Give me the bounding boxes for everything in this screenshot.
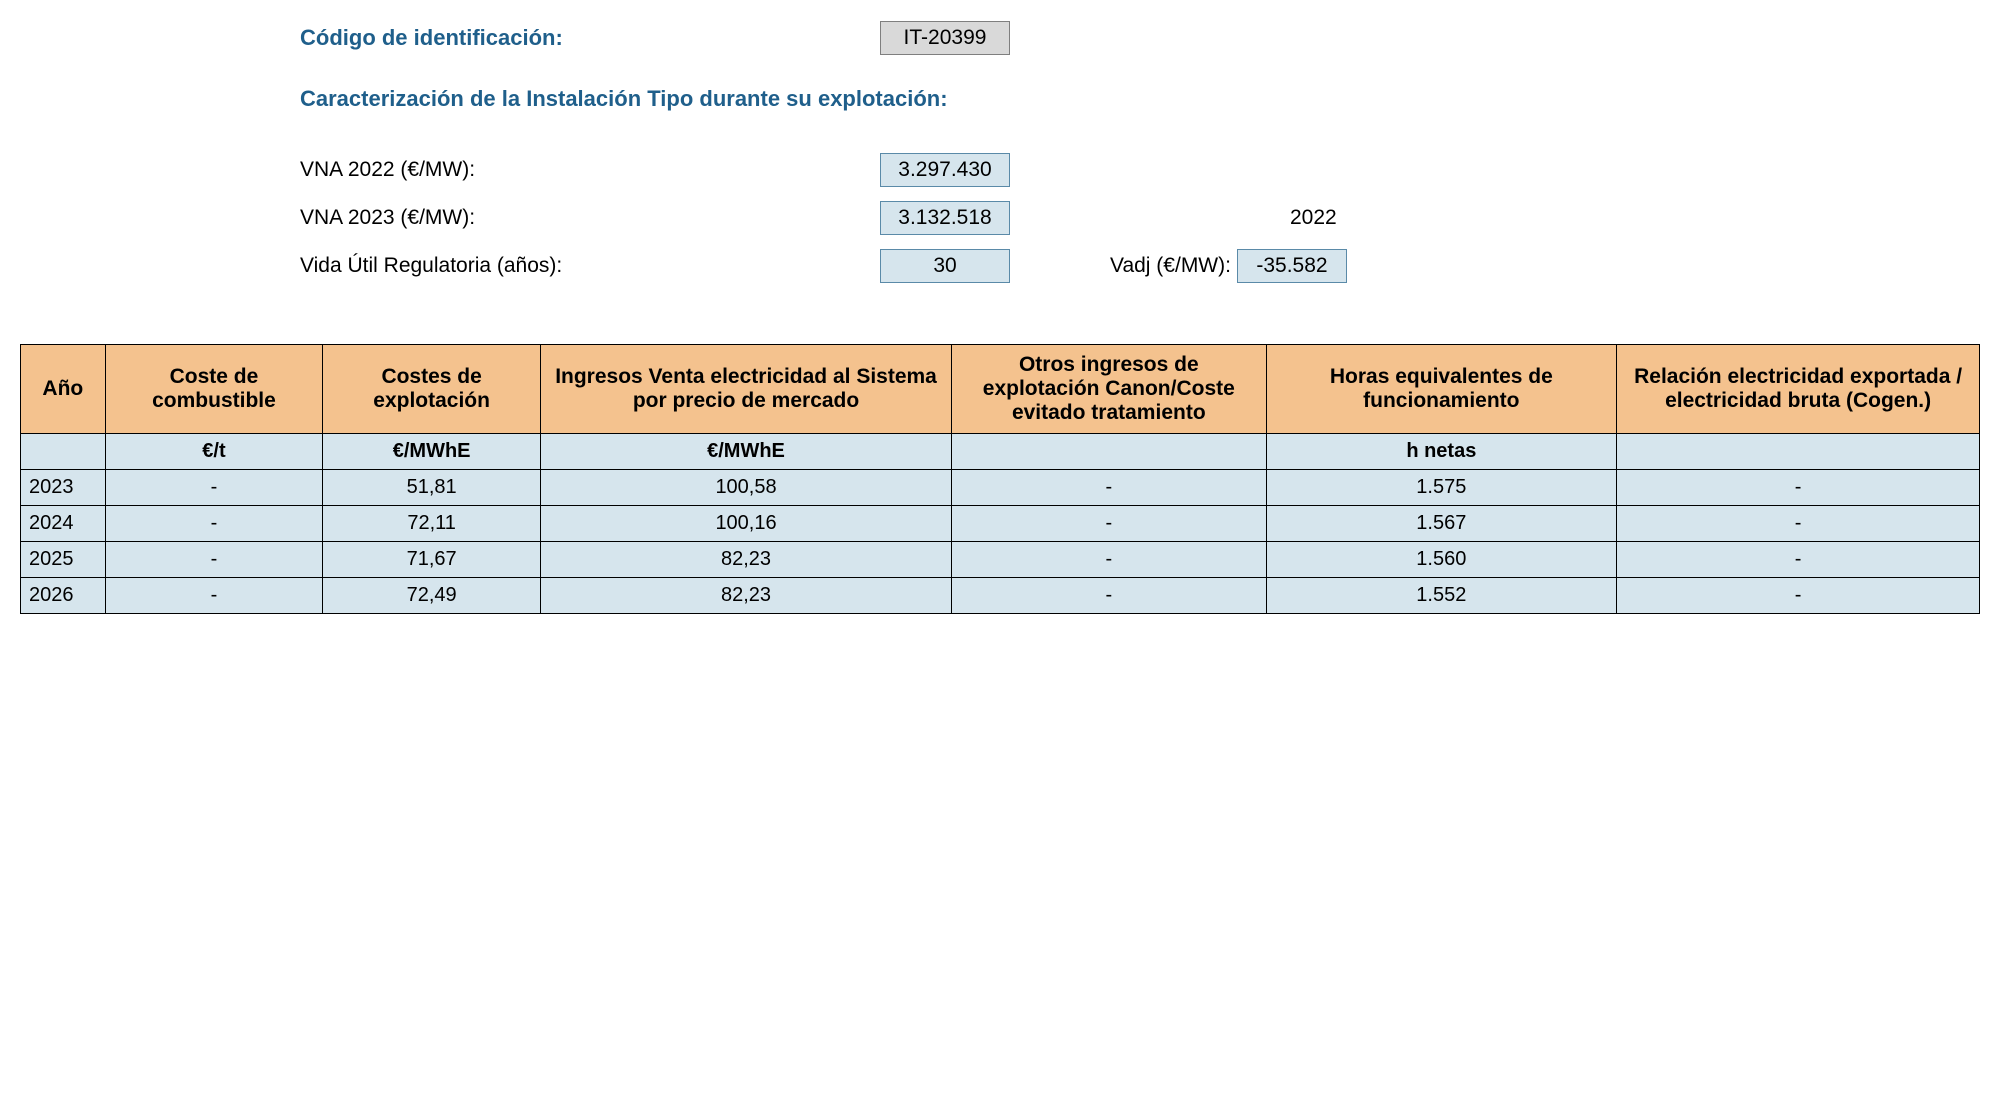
vida-util-value: 30 bbox=[880, 249, 1010, 283]
vadj-label: Vadj (€/MW): bbox=[1110, 254, 1231, 278]
cell-otros: - bbox=[952, 506, 1266, 542]
document-container: Código de identificación: IT-20399 Carac… bbox=[20, 20, 1980, 614]
year-ref: 2022 bbox=[1290, 206, 1337, 230]
cell-combustible: - bbox=[105, 470, 323, 506]
unit-ingresos: €/MWhE bbox=[540, 434, 951, 470]
header-section: Código de identificación: IT-20399 Carac… bbox=[20, 20, 1980, 284]
col-header-combustible: Coste de combustible bbox=[105, 345, 323, 434]
codigo-label: Código de identificación: bbox=[300, 25, 880, 51]
table-units-row: €/t €/MWhE €/MWhE h netas bbox=[21, 434, 1980, 470]
cell-ingresos: 100,16 bbox=[540, 506, 951, 542]
vadj-section: Vadj (€/MW): -35.582 bbox=[1110, 249, 1347, 283]
data-table: Año Coste de combustible Costes de explo… bbox=[20, 344, 1980, 614]
unit-horas: h netas bbox=[1266, 434, 1617, 470]
table-row: 2023 - 51,81 100,58 - 1.575 - bbox=[21, 470, 1980, 506]
unit-otros bbox=[952, 434, 1266, 470]
vna2022-value: 3.297.430 bbox=[880, 153, 1010, 187]
col-header-ano: Año bbox=[21, 345, 106, 434]
cell-ingresos: 82,23 bbox=[540, 542, 951, 578]
cell-ano: 2025 bbox=[21, 542, 106, 578]
vna2022-row: VNA 2022 (€/MW): 3.297.430 bbox=[300, 152, 1980, 188]
cell-ingresos: 100,58 bbox=[540, 470, 951, 506]
unit-relacion bbox=[1617, 434, 1980, 470]
table-header-row: Año Coste de combustible Costes de explo… bbox=[21, 345, 1980, 434]
col-header-relacion: Relación electricidad exportada / electr… bbox=[1617, 345, 1980, 434]
col-header-ingresos: Ingresos Venta electricidad al Sistema p… bbox=[540, 345, 951, 434]
caracterizacion-title: Caracterización de la Instalación Tipo d… bbox=[300, 86, 1980, 112]
table-header: Año Coste de combustible Costes de explo… bbox=[21, 345, 1980, 434]
cell-combustible: - bbox=[105, 542, 323, 578]
cell-otros: - bbox=[952, 470, 1266, 506]
cell-combustible: - bbox=[105, 578, 323, 614]
vadj-value: -35.582 bbox=[1237, 249, 1347, 283]
cell-combustible: - bbox=[105, 506, 323, 542]
cell-otros: - bbox=[952, 578, 1266, 614]
col-header-horas: Horas equivalentes de funcionamiento bbox=[1266, 345, 1617, 434]
cell-explotacion: 51,81 bbox=[323, 470, 541, 506]
table-row: 2025 - 71,67 82,23 - 1.560 - bbox=[21, 542, 1980, 578]
cell-horas: 1.552 bbox=[1266, 578, 1617, 614]
cell-ano: 2026 bbox=[21, 578, 106, 614]
cell-relacion: - bbox=[1617, 506, 1980, 542]
cell-horas: 1.567 bbox=[1266, 506, 1617, 542]
cell-ingresos: 82,23 bbox=[540, 578, 951, 614]
vida-util-label: Vida Útil Regulatoria (años): bbox=[300, 254, 880, 278]
cell-explotacion: 71,67 bbox=[323, 542, 541, 578]
col-header-otros: Otros ingresos de explotación Canon/Cost… bbox=[952, 345, 1266, 434]
col-header-explotacion: Costes de explotación bbox=[323, 345, 541, 434]
cell-explotacion: 72,11 bbox=[323, 506, 541, 542]
table-body: €/t €/MWhE €/MWhE h netas 2023 - 51,81 1… bbox=[21, 434, 1980, 614]
table-row: 2024 - 72,11 100,16 - 1.567 - bbox=[21, 506, 1980, 542]
unit-ano bbox=[21, 434, 106, 470]
vna2023-row: VNA 2023 (€/MW): 3.132.518 2022 bbox=[300, 200, 1980, 236]
cell-otros: - bbox=[952, 542, 1266, 578]
unit-combustible: €/t bbox=[105, 434, 323, 470]
cell-relacion: - bbox=[1617, 578, 1980, 614]
vida-util-row: Vida Útil Regulatoria (años): 30 Vadj (€… bbox=[300, 248, 1980, 284]
codigo-row: Código de identificación: IT-20399 bbox=[300, 20, 1980, 56]
codigo-value-box: IT-20399 bbox=[880, 21, 1010, 55]
cell-horas: 1.560 bbox=[1266, 542, 1617, 578]
unit-explotacion: €/MWhE bbox=[323, 434, 541, 470]
vna2022-label: VNA 2022 (€/MW): bbox=[300, 158, 880, 182]
cell-ano: 2024 bbox=[21, 506, 106, 542]
cell-ano: 2023 bbox=[21, 470, 106, 506]
cell-relacion: - bbox=[1617, 542, 1980, 578]
table-row: 2026 - 72,49 82,23 - 1.552 - bbox=[21, 578, 1980, 614]
cell-explotacion: 72,49 bbox=[323, 578, 541, 614]
vna2023-value: 3.132.518 bbox=[880, 201, 1010, 235]
vna2023-label: VNA 2023 (€/MW): bbox=[300, 206, 880, 230]
cell-horas: 1.575 bbox=[1266, 470, 1617, 506]
cell-relacion: - bbox=[1617, 470, 1980, 506]
